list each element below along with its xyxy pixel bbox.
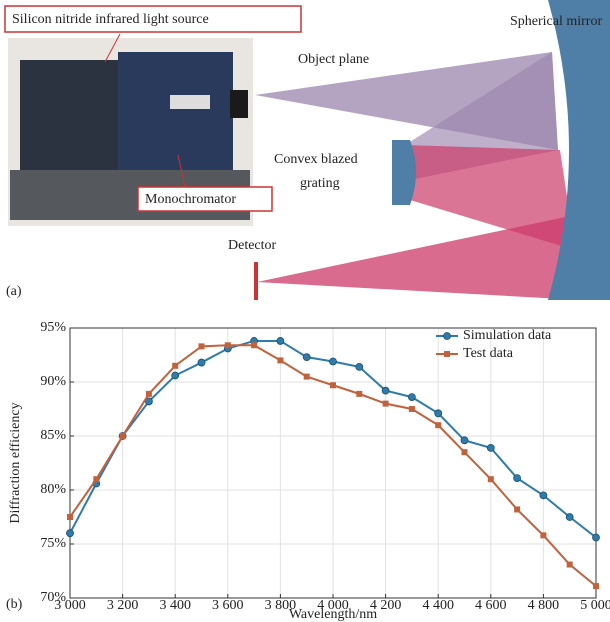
spherical-mirror: [548, 0, 610, 300]
marker: [565, 513, 574, 521]
x-tick-label: 4 200: [370, 598, 402, 613]
instrument: [118, 52, 233, 177]
label: grating: [300, 176, 340, 191]
marker: [198, 343, 205, 350]
y-tick-label: 85%: [40, 428, 66, 443]
y-tick-label: 70%: [40, 590, 66, 605]
grating: [392, 140, 416, 205]
marker: [513, 474, 521, 483]
y-tick-label: 75%: [40, 536, 66, 551]
marker: [355, 362, 364, 371]
x-tick-label: 3 400: [159, 598, 191, 613]
marker: [593, 583, 599, 590]
panel-label: (b): [6, 597, 23, 612]
marker: [303, 373, 310, 380]
marker: [487, 476, 494, 483]
y-tick-label: 95%: [40, 320, 66, 335]
marker: [277, 357, 284, 364]
x-axis-title: Wavelength/nm: [289, 607, 377, 622]
panel-label: (a): [6, 284, 22, 299]
label: Detector: [228, 238, 277, 253]
label: Object plane: [298, 52, 369, 67]
marker: [329, 357, 337, 366]
marker: [381, 386, 390, 395]
marker: [119, 433, 126, 439]
label: Silicon nitride infrared light source: [12, 12, 209, 27]
x-tick-label: 3 000: [54, 598, 86, 613]
chart: 70% 75% 80% 85% 90% 95% 3 000 3 200 3 400 3 600 3 …: [6, 320, 610, 622]
y-tick-label: 80%: [40, 482, 66, 497]
marker: [144, 397, 153, 406]
marker: [592, 533, 600, 542]
marker: [460, 436, 469, 445]
x-tick-label: 3 600: [212, 598, 244, 613]
x-tick-label: 4 400: [422, 598, 454, 613]
instrument: [20, 60, 125, 170]
legend-swatch: [444, 351, 450, 357]
label: Spherical mirror: [510, 14, 602, 29]
marker: [276, 337, 285, 345]
marker: [66, 529, 74, 538]
marker: [93, 476, 100, 483]
marker: [251, 342, 258, 349]
instrument: [170, 95, 210, 109]
marker: [67, 514, 73, 520]
marker: [330, 382, 336, 389]
beam: [257, 215, 580, 300]
marker: [461, 449, 468, 456]
legend-label: Test data: [463, 346, 514, 361]
x-tick-label: 4 600: [475, 598, 507, 613]
x-tick-label: 4 800: [528, 598, 560, 613]
legend-swatch: [443, 332, 451, 340]
marker: [356, 390, 363, 397]
marker: [514, 506, 521, 513]
marker: [539, 491, 548, 500]
label: Convex blazed: [274, 152, 358, 167]
leader: [104, 33, 121, 63]
detector: [254, 262, 258, 300]
marker: [566, 561, 573, 568]
marker: [224, 342, 231, 349]
marker: [408, 406, 415, 412]
beam: [405, 145, 575, 250]
marker: [434, 409, 443, 418]
marker: [407, 393, 416, 402]
marker: [382, 400, 389, 407]
marker: [540, 532, 547, 539]
marker: [171, 371, 180, 380]
x-tick-label: 5 000: [580, 598, 610, 613]
x-tick-label: 3 200: [107, 598, 139, 613]
plot-frame: [69, 327, 597, 599]
marker: [145, 390, 152, 397]
legend-label: Simulation data: [463, 328, 552, 343]
y-tick-label: 90%: [40, 374, 66, 389]
leader: [177, 154, 186, 188]
marker: [197, 358, 206, 367]
marker: [486, 443, 495, 452]
label: Monochromator: [145, 192, 236, 207]
panel-a: Silicon nitride infrared light source Mo…: [4, 0, 610, 300]
instrument: [230, 90, 248, 118]
x-tick-label: 4 000: [317, 598, 349, 613]
marker: [302, 353, 311, 362]
marker: [435, 422, 442, 429]
y-axis-title: Diffraction efficiency: [8, 402, 23, 523]
label-box: [4, 5, 302, 33]
marker: [172, 362, 179, 369]
x-tick-label: 3 800: [265, 598, 297, 613]
label-box: [137, 186, 273, 212]
